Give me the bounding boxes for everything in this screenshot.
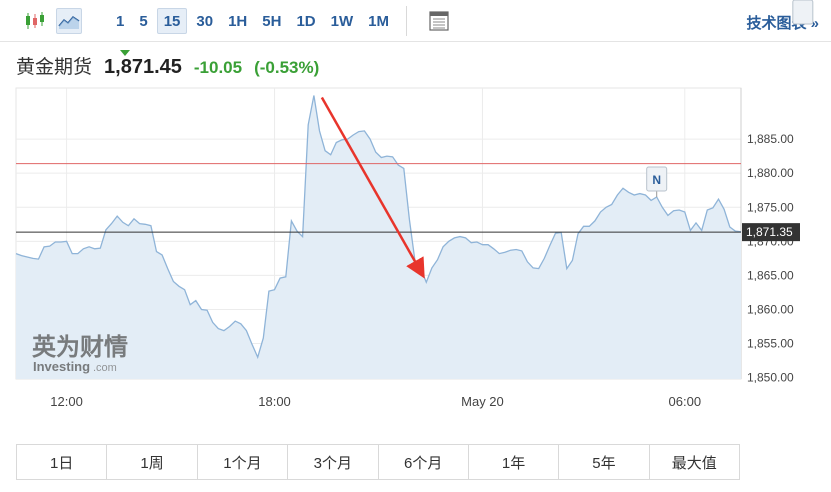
price-change: -10.05: [193, 58, 243, 77]
quote-header: 黄金期货 1,871.45 -10.05 (-0.53%): [16, 50, 320, 86]
interval-30[interactable]: 30: [196, 12, 214, 30]
interval-5h[interactable]: 5H: [262, 12, 282, 30]
event-marker-label: N: [798, 0, 807, 3]
timeframe-5y[interactable]: 5年: [559, 445, 650, 479]
y-tick-label: 1,880.00: [747, 166, 794, 180]
last-price: 1,871.45: [104, 56, 182, 78]
x-tick-label: 12:00: [50, 394, 83, 409]
brand-logo-cn: 英为财情: [32, 333, 128, 361]
line-chart-icon[interactable]: [56, 8, 82, 34]
x-tick-label: 18:00: [258, 394, 291, 409]
chart-toolbar: 1 5 15 30 1H 5H 1D 1W 1M 技术图表 »: [0, 0, 831, 42]
brand-logo-suffix: .com: [93, 362, 117, 374]
interval-selector: 1 5 15 30 1H 5H 1D 1W 1M: [110, 8, 398, 34]
y-tick-label: 1,865.00: [747, 268, 794, 282]
timeframe-1d[interactable]: 1日: [17, 445, 108, 479]
y-tick-label: 1,855.00: [747, 337, 794, 351]
interval-1h[interactable]: 1H: [228, 12, 248, 30]
price-area: [16, 95, 741, 379]
timeframe-1mo[interactable]: 1个月: [198, 445, 289, 479]
price-chart[interactable]: 1,850.001,855.001,860.001,865.001,870.00…: [0, 0, 831, 440]
event-marker-box: [646, 166, 668, 192]
interval-5[interactable]: 5: [139, 12, 148, 30]
interval-1d[interactable]: 1D: [296, 12, 316, 30]
interval-1[interactable]: 1: [116, 12, 125, 30]
interval-15[interactable]: 15: [156, 8, 188, 34]
price-change-percent: (-0.53%): [254, 58, 320, 77]
x-tick-label: May 20: [461, 394, 504, 409]
toolbar-divider: [406, 6, 407, 36]
y-tick-label: 1,850.00: [747, 371, 794, 385]
timeframe-max[interactable]: 最大值: [671, 454, 717, 472]
current-price-label: 1,871.35: [746, 225, 793, 239]
timeframe-1y[interactable]: 1年: [469, 445, 560, 479]
price-line: [15, 95, 742, 360]
table-icon[interactable]: [426, 8, 452, 34]
event-marker-label: N: [652, 173, 661, 187]
current-price-tag: [742, 223, 800, 242]
timeframe-1w[interactable]: 1周: [107, 445, 198, 479]
y-tick-label: 1,885.00: [747, 132, 794, 146]
instrument-name: 黄金期货: [16, 57, 93, 78]
y-tick-label: 1,875.00: [747, 200, 794, 214]
interval-1m[interactable]: 1M: [368, 12, 389, 30]
event-marker-box: [792, 0, 814, 25]
timeframe-selector: 1日 1周 1个月 3个月 6个月 1年 5年 最大值: [16, 444, 740, 480]
candlestick-icon[interactable]: [22, 8, 48, 34]
annotation-arrow: [320, 96, 425, 279]
timeframe-3mo[interactable]: 3个月: [288, 445, 379, 479]
watermark: 格隆汇: [785, 470, 827, 486]
brand-logo-en: Investing: [33, 359, 90, 374]
interval-1w[interactable]: 1W: [330, 12, 354, 30]
down-arrow-icon: [120, 50, 130, 56]
timeframe-6mo[interactable]: 6个月: [379, 445, 469, 479]
x-tick-label: 06:00: [669, 394, 702, 409]
y-tick-label: 1,860.00: [747, 302, 794, 316]
